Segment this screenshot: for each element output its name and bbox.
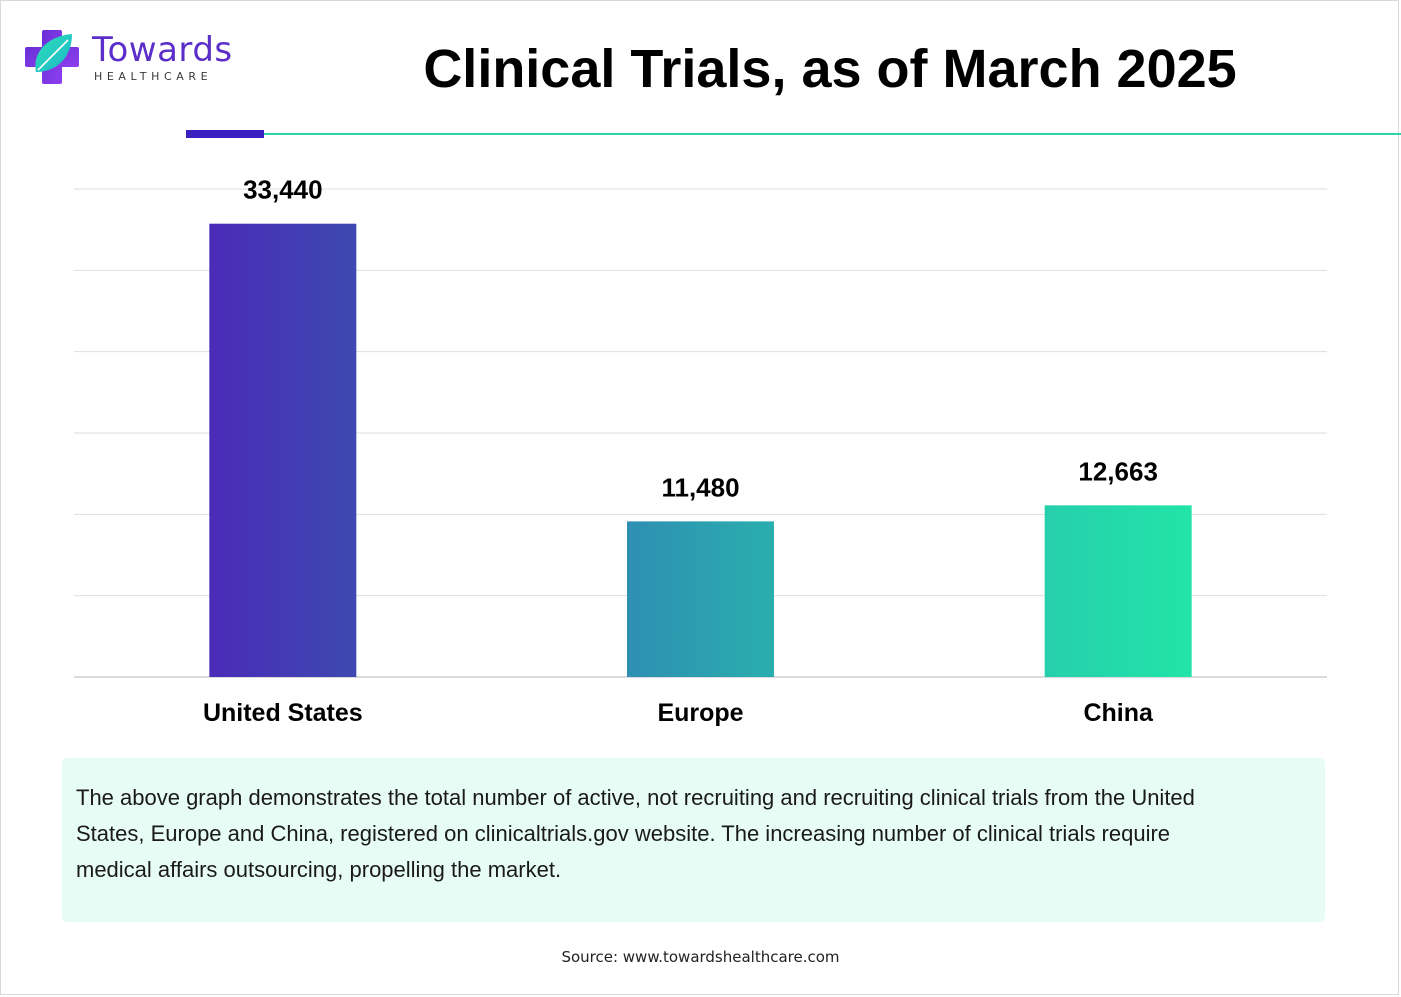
data-label: 33,440 [243,175,323,205]
brand-name: Towards [92,30,233,70]
bar-china [1044,505,1192,677]
medical-cross-leaf-icon [25,30,79,84]
data-label: 11,480 [661,472,739,502]
category-label: United States [203,699,363,727]
data-label: 12,663 [1078,456,1158,486]
chart-title: Clinical Trials, as of March 2025 [423,39,1237,99]
description-box: The above graph demonstrates the total n… [62,758,1325,922]
brand-tagline: HEALTHCARE [94,70,213,83]
bar-europe [627,521,774,677]
bar-chart: 33,440 United States 11,480 Europe 12,663 Chi… [74,175,1327,727]
title-underline-accent [186,130,264,138]
brand-logo: Towards HEALTHCARE [22,26,252,86]
category-label: China [1083,699,1154,727]
bars [209,223,1192,678]
title-underline-rule [264,133,1401,135]
labels: 33,440 United States 11,480 Europe 12,663 Chi… [203,175,1158,727]
category-label: Europe [657,699,743,727]
bar-united-states [209,223,357,678]
description-text: The above graph demonstrates the total n… [76,785,1195,882]
source-credit: Source: www.towardshealthcare.com [561,948,840,966]
